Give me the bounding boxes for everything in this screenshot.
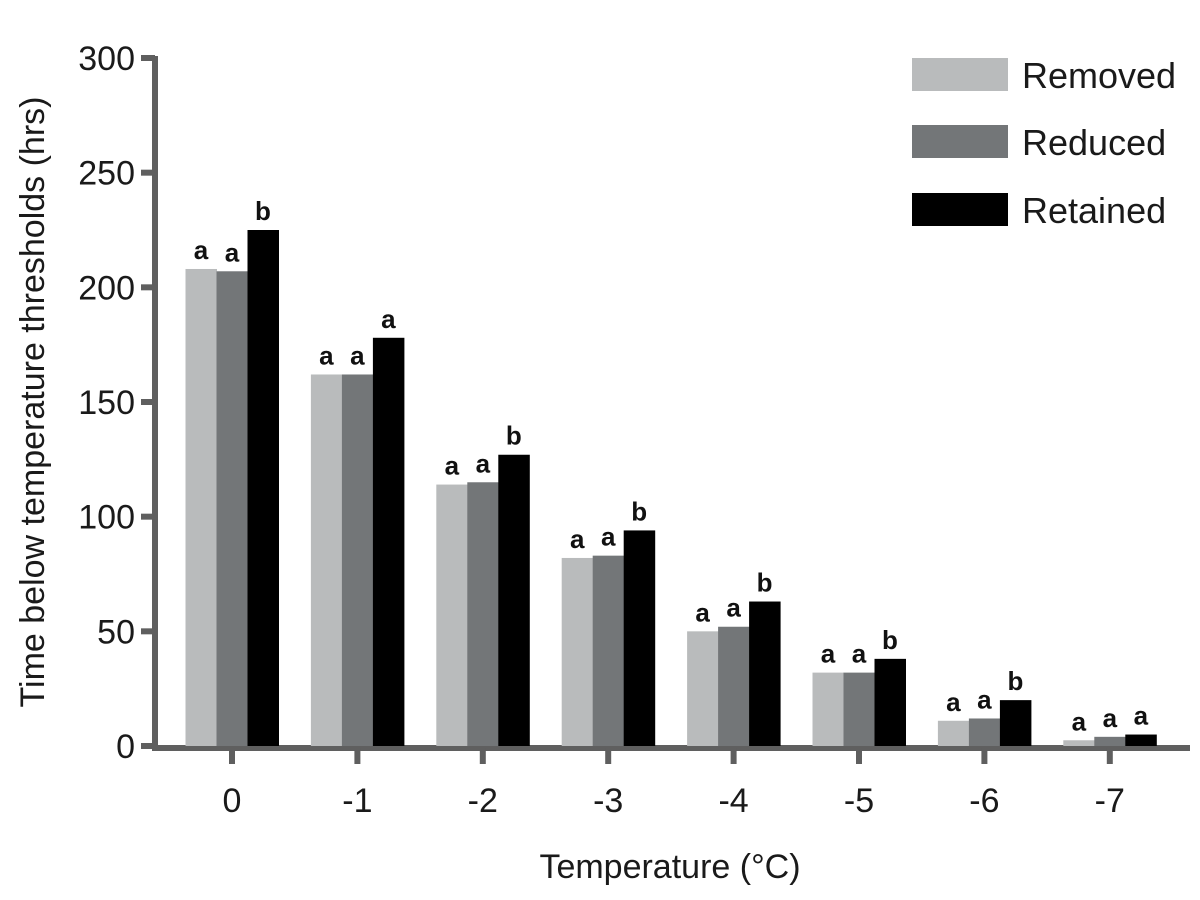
y-tick-label: 150 — [78, 384, 135, 422]
significance-letter: a — [695, 597, 710, 627]
y-axis-title: Time below temperature thresholds (hrs) — [14, 97, 52, 708]
x-tick-label: -2 — [468, 782, 498, 820]
significance-letter: a — [570, 524, 585, 554]
bar-reduced — [968, 718, 1001, 746]
significance-letter: a — [1134, 701, 1149, 731]
y-tick-label: 100 — [78, 499, 135, 537]
bar-reduced — [592, 555, 625, 746]
significance-letter: a — [381, 304, 396, 334]
legend-label-retained: Retained — [1022, 190, 1166, 231]
x-tick-label: -6 — [969, 782, 999, 820]
significance-letter: a — [946, 687, 961, 717]
legend-label-reduced: Reduced — [1022, 122, 1166, 163]
legend-swatch-retained — [912, 193, 1008, 226]
y-tick-label: 250 — [78, 155, 135, 193]
bar-retained — [749, 601, 781, 746]
significance-letter: b — [631, 496, 647, 526]
significance-letter: a — [445, 451, 460, 481]
x-tick-label: -5 — [844, 782, 874, 820]
y-tick-label: 200 — [78, 269, 135, 307]
bar-retained — [874, 658, 906, 746]
significance-letter: a — [821, 639, 836, 669]
bar-removed — [937, 720, 970, 746]
bar-retained — [498, 454, 530, 746]
significance-letter: b — [757, 568, 773, 598]
y-tick-label: 300 — [78, 40, 135, 78]
significance-letter: a — [601, 522, 616, 552]
bar-reduced — [467, 482, 499, 746]
significance-letter: b — [506, 421, 522, 451]
bar-removed — [687, 631, 719, 746]
bar-reduced — [216, 271, 248, 746]
x-tick-label: -3 — [593, 782, 623, 820]
y-axis: 0 50 100 150 200 250 300 — [78, 40, 158, 766]
x-axis-title: Temperature (°C) — [539, 848, 800, 886]
bar-reduced — [843, 672, 875, 746]
bar-reduced — [341, 374, 374, 746]
y-tick-label: 50 — [97, 613, 135, 651]
bar-removed — [436, 484, 468, 746]
x-tick-label: -4 — [718, 782, 748, 820]
bar-retained — [623, 530, 656, 746]
significance-letter: b — [1007, 666, 1023, 696]
bar-removed — [1063, 740, 1095, 746]
significance-letter: a — [319, 340, 334, 370]
bar-removed — [310, 374, 343, 746]
significance-letter: a — [194, 235, 209, 265]
legend: Removed Reduced Retained — [912, 55, 1176, 231]
significance-letter: a — [476, 448, 491, 478]
x-tick-label: -1 — [342, 782, 372, 820]
x-tick-label: 0 — [223, 782, 242, 820]
significance-letter: b — [882, 625, 898, 655]
legend-label-removed: Removed — [1022, 55, 1176, 96]
bar-removed — [185, 268, 217, 746]
significance-letter: a — [977, 684, 992, 714]
bar-retained — [999, 700, 1032, 746]
bar-retained — [247, 230, 279, 746]
x-axis: 0 -1 -2 -3 -4 -5 -6 -7 — [152, 745, 1190, 820]
significance-letter: a — [852, 639, 867, 669]
significance-letter: a — [726, 593, 741, 623]
bar-reduced — [1094, 736, 1126, 746]
significance-letter: a — [1072, 706, 1087, 736]
y-tick-label: 0 — [116, 728, 135, 766]
bar-retained — [372, 337, 405, 746]
bar-retained — [1125, 734, 1157, 746]
legend-swatch-removed — [912, 58, 1008, 91]
bar-removed — [561, 557, 594, 746]
bar-reduced — [718, 626, 750, 746]
bars-group — [185, 230, 1157, 746]
significance-labels: a aba aaa aba aba aba a ba aba a a — [194, 196, 1149, 736]
significance-letter: b — [255, 196, 271, 226]
significance-letter: a — [350, 340, 365, 370]
significance-letter: a — [1103, 703, 1118, 733]
bar-removed — [812, 672, 844, 746]
legend-swatch-reduced — [912, 125, 1008, 158]
x-tick-label: -7 — [1095, 782, 1125, 820]
significance-letter: a — [225, 237, 240, 267]
